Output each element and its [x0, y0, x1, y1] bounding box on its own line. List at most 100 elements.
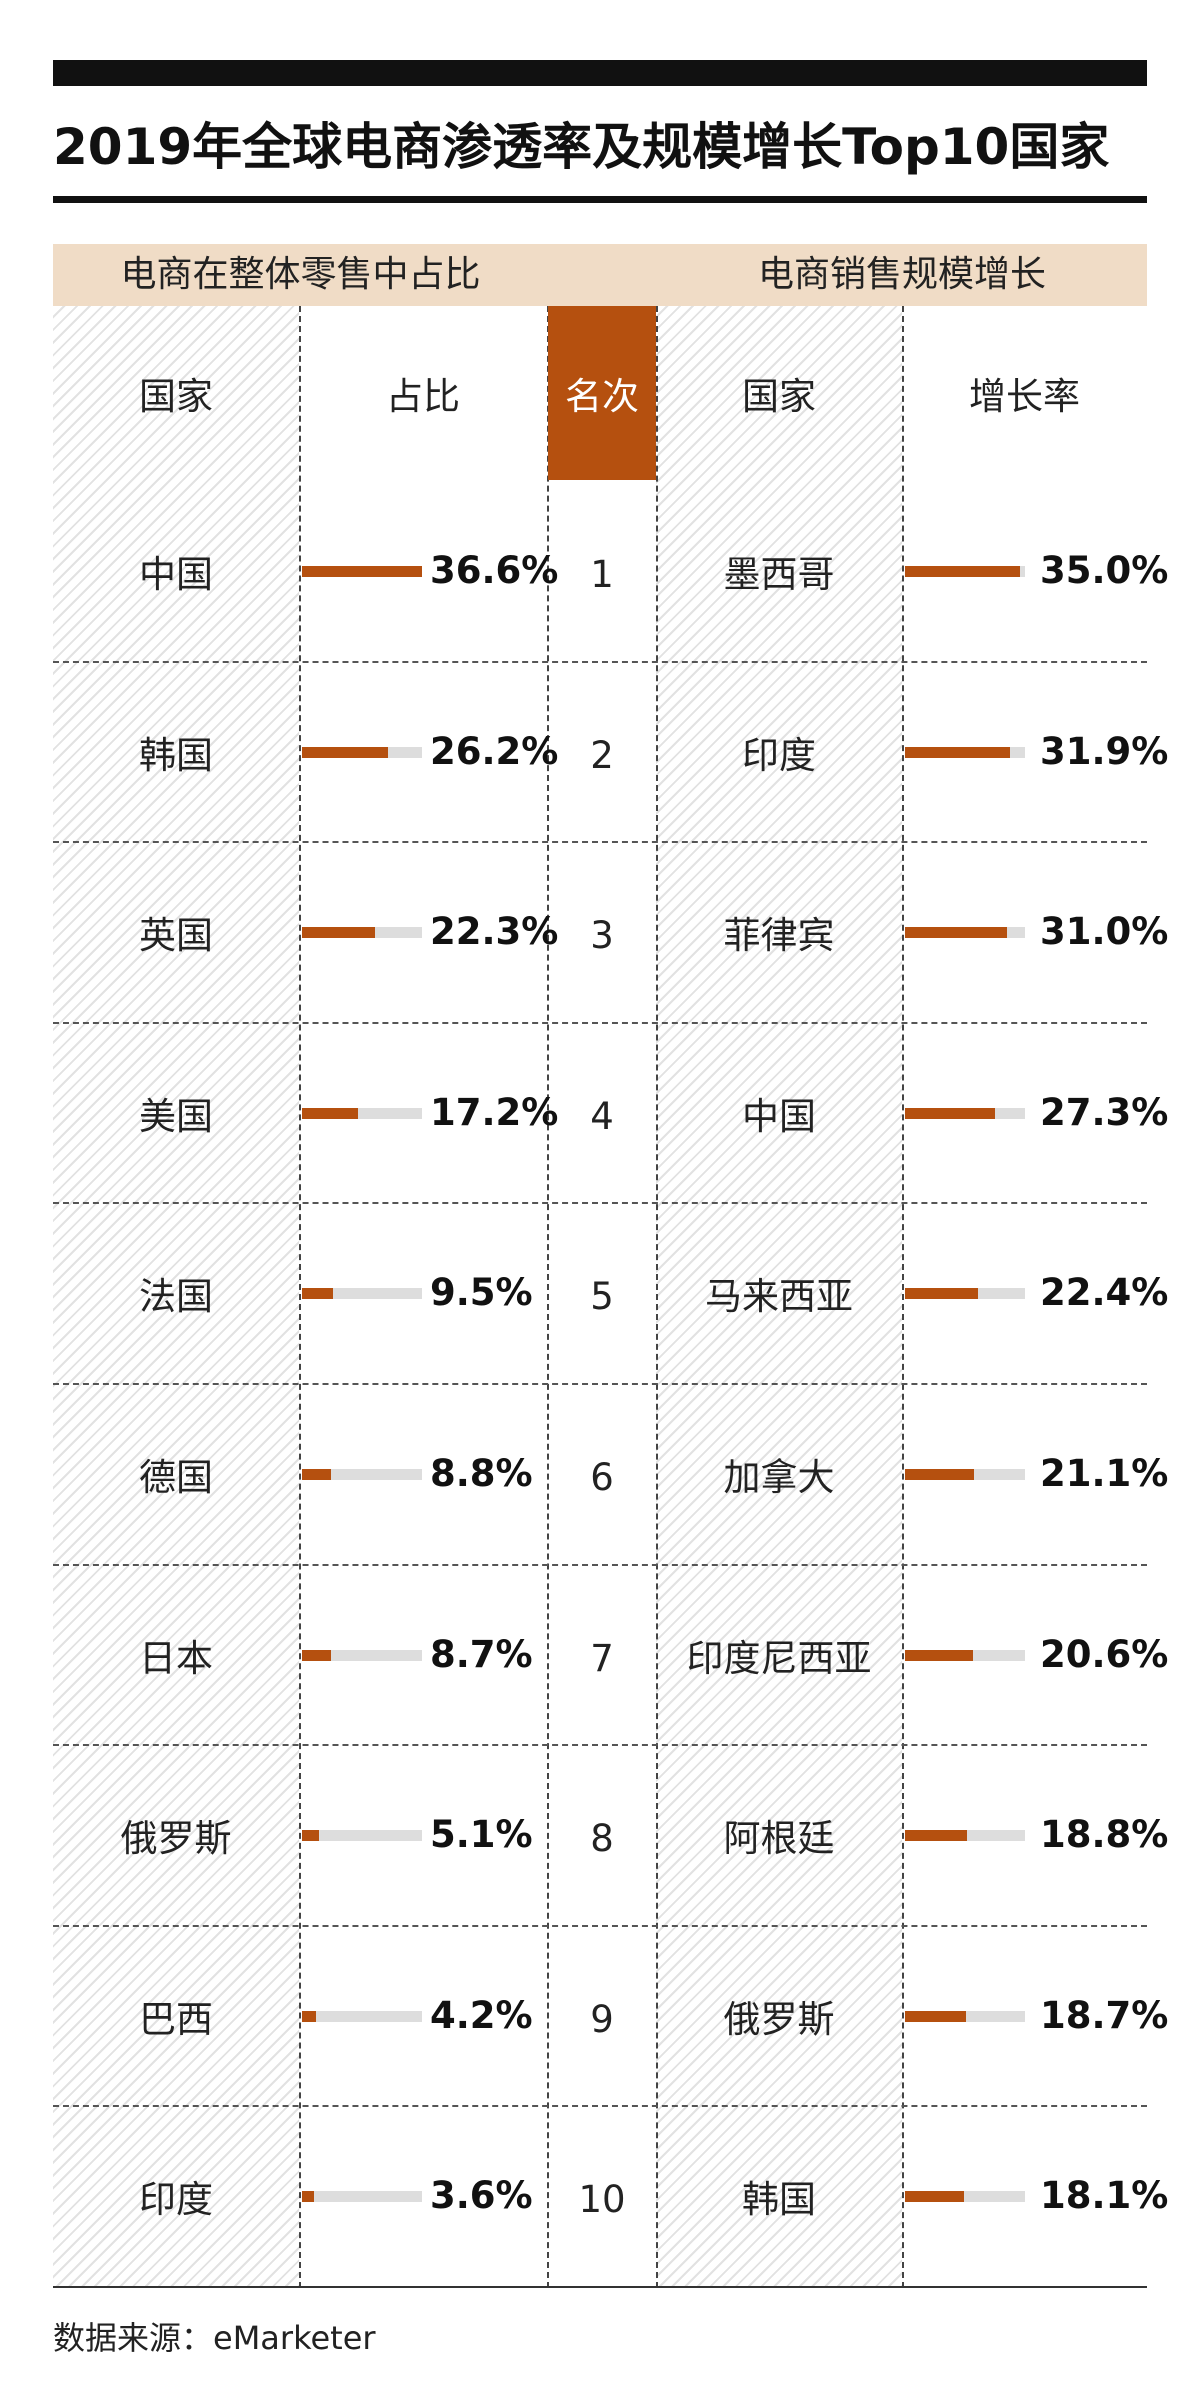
- rank-number: 3: [590, 914, 614, 957]
- bar-track-growth: [905, 1830, 1025, 1841]
- country-left: 德国: [139, 1455, 213, 1499]
- bar-share: [302, 1288, 333, 1299]
- value-share: 5.1%: [430, 1813, 533, 1856]
- bar-share: [302, 1830, 319, 1841]
- value-growth: 21.1%: [1040, 1452, 1169, 1495]
- country-right: 俄罗斯: [723, 1997, 835, 2041]
- bar-share: [302, 566, 422, 577]
- column-divider: [656, 306, 658, 2288]
- value-share: 22.3%: [430, 910, 559, 953]
- bar-share: [302, 1469, 331, 1480]
- bar-track-growth: [905, 566, 1025, 577]
- country-left: 日本: [139, 1636, 213, 1680]
- country-left: 印度: [139, 2177, 213, 2221]
- row-divider: [53, 661, 1147, 663]
- value-growth: 20.6%: [1040, 1633, 1169, 1676]
- bar-track-share: [302, 2191, 422, 2202]
- country-left: 巴西: [139, 1997, 213, 2041]
- top-bar: [53, 60, 1147, 86]
- value-share: 26.2%: [430, 730, 559, 773]
- bar-track-growth: [905, 2011, 1025, 2022]
- bar-growth: [905, 566, 1020, 577]
- row-divider: [53, 1202, 1147, 1204]
- country-left: 美国: [139, 1094, 213, 1138]
- bar-growth: [905, 1830, 967, 1841]
- rank-number: 7: [590, 1637, 614, 1680]
- rank-number: 9: [590, 1998, 614, 2041]
- country-left: 英国: [139, 913, 213, 957]
- bar-growth: [905, 1108, 995, 1119]
- bar-track-growth: [905, 927, 1025, 938]
- country-left: 中国: [139, 552, 213, 596]
- value-growth: 18.1%: [1040, 2174, 1169, 2217]
- country-right: 马来西亚: [705, 1274, 853, 1318]
- value-share: 9.5%: [430, 1271, 533, 1314]
- bar-track-share: [302, 1830, 422, 1841]
- bar-share: [302, 1108, 358, 1119]
- country-left: 法国: [139, 1274, 213, 1318]
- bar-growth: [905, 1288, 978, 1299]
- value-growth: 35.0%: [1040, 549, 1169, 592]
- value-growth: 18.8%: [1040, 1813, 1169, 1856]
- header-growth: 增长率: [969, 375, 1080, 418]
- bar-growth: [905, 1469, 974, 1480]
- value-share: 8.7%: [430, 1633, 533, 1676]
- value-share: 3.6%: [430, 2174, 533, 2217]
- row-divider: [53, 841, 1147, 843]
- bar-track-growth: [905, 1108, 1025, 1119]
- bar-track-share: [302, 1288, 422, 1299]
- bar-share: [302, 2191, 314, 2202]
- hatch-column-right: [656, 306, 902, 2288]
- column-divider: [547, 306, 549, 2288]
- section-band: 电商在整体零售中占比 电商销售规模增长: [53, 244, 1147, 306]
- bottom-rule: [53, 2286, 1147, 2288]
- bar-track-growth: [905, 1288, 1025, 1299]
- rank-number: 1: [590, 553, 614, 596]
- country-right: 中国: [742, 1094, 816, 1138]
- section-label-growth: 电商销售规模增长: [757, 254, 1046, 295]
- row-divider: [53, 1022, 1147, 1024]
- header-country-left: 国家: [139, 375, 213, 418]
- bar-track-share: [302, 747, 422, 758]
- bar-track-share: [302, 1108, 422, 1119]
- row-divider: [53, 1925, 1147, 1927]
- rank-header-label: 名次: [565, 375, 639, 418]
- bar-track-share: [302, 2011, 422, 2022]
- value-growth: 31.0%: [1040, 910, 1169, 953]
- header-share: 占比: [386, 375, 460, 418]
- bar-share: [302, 927, 375, 938]
- country-right: 印度尼西亚: [686, 1636, 872, 1680]
- country-right: 印度: [742, 733, 816, 777]
- value-share: 17.2%: [430, 1091, 559, 1134]
- bar-share: [302, 747, 388, 758]
- value-growth: 18.7%: [1040, 1994, 1169, 2037]
- bar-share: [302, 2011, 316, 2022]
- bar-growth: [905, 927, 1007, 938]
- country-right: 加拿大: [723, 1455, 835, 1499]
- header-country-right: 国家: [742, 375, 816, 418]
- rank-number: 5: [590, 1275, 614, 1318]
- bar-growth: [905, 747, 1010, 758]
- rank-number: 4: [590, 1095, 614, 1138]
- value-share: 36.6%: [430, 549, 559, 592]
- value-growth: 22.4%: [1040, 1271, 1169, 1314]
- column-divider: [902, 306, 904, 2288]
- country-left: 俄罗斯: [120, 1816, 232, 1860]
- title-rule: [53, 196, 1147, 203]
- bar-track-growth: [905, 747, 1025, 758]
- section-label-share: 电商在整体零售中占比: [120, 254, 481, 295]
- bar-track-growth: [905, 1469, 1025, 1480]
- country-right: 墨西哥: [723, 552, 835, 596]
- country-left: 韩国: [139, 733, 213, 777]
- bar-share: [302, 1650, 331, 1661]
- bar-track-share: [302, 566, 422, 577]
- value-share: 4.2%: [430, 1994, 533, 2037]
- rank-number: 10: [578, 2178, 626, 2221]
- page-title: 2019年全球电商渗透率及规模增长Top10国家: [53, 118, 1110, 176]
- row-divider: [53, 2105, 1147, 2107]
- source-note: 数据来源：eMarketer: [53, 2319, 376, 2357]
- value-share: 8.8%: [430, 1452, 533, 1495]
- bar-track-share: [302, 927, 422, 938]
- country-right: 菲律宾: [723, 913, 835, 957]
